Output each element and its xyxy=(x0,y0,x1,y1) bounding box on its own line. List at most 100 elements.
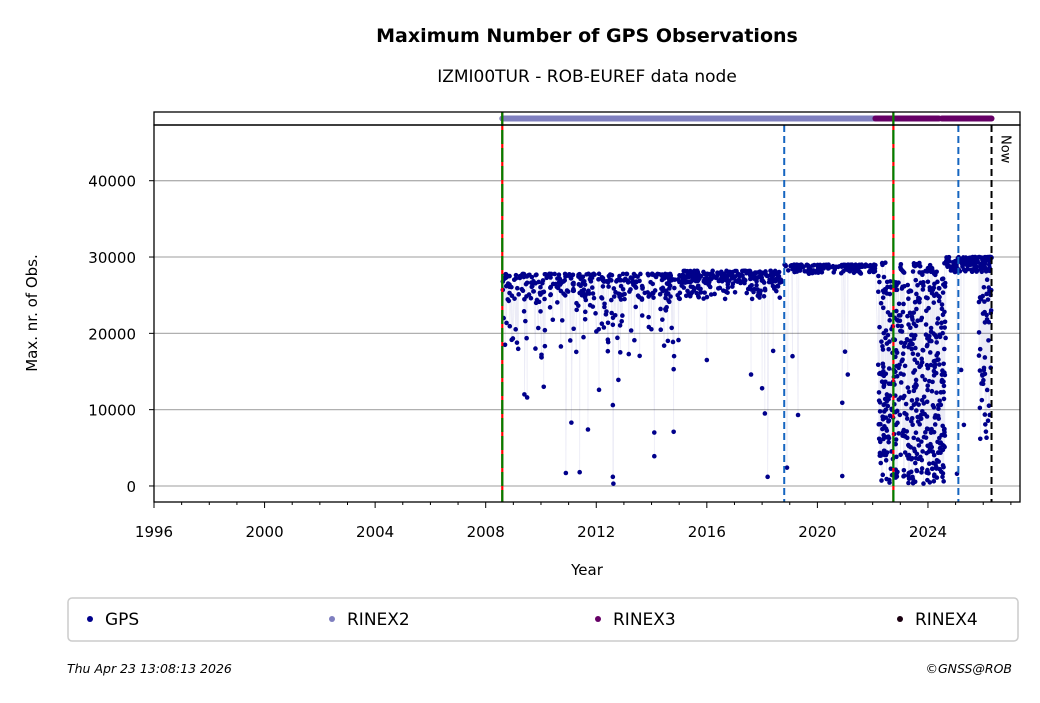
data-point xyxy=(988,308,994,313)
data-point xyxy=(541,384,547,390)
data-point xyxy=(936,406,941,412)
data-point xyxy=(907,310,913,316)
data-point xyxy=(582,282,588,287)
data-point xyxy=(640,285,645,290)
data-point xyxy=(541,289,547,295)
data-point xyxy=(610,402,616,408)
data-point xyxy=(571,280,576,286)
data-point xyxy=(509,284,514,290)
chart-title: Maximum Number of GPS Observations xyxy=(376,25,798,47)
data-point xyxy=(925,383,931,388)
data-point xyxy=(905,385,911,390)
x-tick-label: 2020 xyxy=(798,523,836,541)
data-point xyxy=(913,430,919,436)
data-point xyxy=(533,346,538,351)
data-point xyxy=(563,470,569,476)
now-label: Now xyxy=(998,135,1013,164)
data-point xyxy=(611,294,617,299)
data-point xyxy=(977,405,983,411)
data-point xyxy=(639,313,645,318)
data-point xyxy=(776,273,782,279)
data-point xyxy=(901,467,907,473)
data-point xyxy=(915,282,920,288)
data-point xyxy=(743,277,748,283)
data-point xyxy=(839,400,845,406)
data-point xyxy=(937,398,942,404)
data-point xyxy=(512,296,517,301)
data-point xyxy=(749,296,755,302)
data-point xyxy=(942,346,947,352)
data-point xyxy=(529,274,535,280)
data-point xyxy=(665,338,671,344)
data-point xyxy=(507,323,513,329)
data-point xyxy=(894,454,899,460)
data-point xyxy=(763,269,768,274)
data-point xyxy=(622,296,627,302)
data-point xyxy=(534,272,539,278)
data-point xyxy=(898,313,903,318)
data-point xyxy=(931,405,937,410)
data-point xyxy=(712,291,717,297)
data-point xyxy=(923,322,929,327)
data-point xyxy=(920,449,925,454)
data-point xyxy=(880,305,886,311)
legend-label-rinex4: RINEX4 xyxy=(915,610,978,630)
data-point xyxy=(921,481,926,486)
data-point xyxy=(917,299,922,305)
legend-label-rinex3: RINEX3 xyxy=(613,610,676,630)
data-point xyxy=(932,362,938,367)
data-point xyxy=(775,284,781,289)
data-point xyxy=(984,435,989,441)
data-point xyxy=(933,370,939,376)
data-point xyxy=(915,437,921,442)
data-point xyxy=(928,325,934,331)
data-point xyxy=(886,346,891,352)
data-point xyxy=(917,296,922,302)
data-point xyxy=(904,412,909,417)
data-point xyxy=(938,402,944,408)
data-point xyxy=(522,392,527,397)
data-point xyxy=(920,348,926,353)
data-point xyxy=(895,323,901,329)
data-point xyxy=(520,288,526,294)
data-point xyxy=(906,389,912,395)
x-tick-label: 2000 xyxy=(245,523,283,541)
data-point xyxy=(942,433,948,438)
data-point xyxy=(562,278,568,283)
data-point xyxy=(558,344,564,349)
data-point xyxy=(909,346,915,352)
data-point xyxy=(936,357,941,362)
data-point xyxy=(913,323,919,329)
data-point xyxy=(540,278,546,283)
data-point xyxy=(936,286,942,291)
data-point xyxy=(876,390,882,395)
data-point xyxy=(524,335,529,341)
data-point xyxy=(895,469,900,475)
footer-timestamp: Thu Apr 23 13:08:13 2026 xyxy=(67,661,232,676)
data-point xyxy=(570,272,576,278)
data-point xyxy=(795,412,801,418)
data-point xyxy=(668,273,674,278)
data-point xyxy=(845,372,851,377)
data-point xyxy=(783,263,789,269)
data-point xyxy=(983,422,988,427)
legend-marker-rinex2 xyxy=(329,616,335,622)
data-point xyxy=(548,292,554,297)
data-point xyxy=(516,292,521,297)
format-strip-frame xyxy=(153,111,1021,126)
data-points xyxy=(500,254,994,486)
data-point xyxy=(918,416,924,422)
data-point xyxy=(577,469,582,475)
data-point xyxy=(774,288,779,294)
data-point xyxy=(883,260,888,266)
data-point xyxy=(611,286,617,291)
data-point xyxy=(790,353,795,359)
data-point xyxy=(935,279,940,285)
data-point xyxy=(934,269,939,275)
data-point xyxy=(661,343,667,348)
data-point xyxy=(588,279,594,284)
data-point xyxy=(901,270,907,275)
x-axis-label: Year xyxy=(570,561,604,579)
